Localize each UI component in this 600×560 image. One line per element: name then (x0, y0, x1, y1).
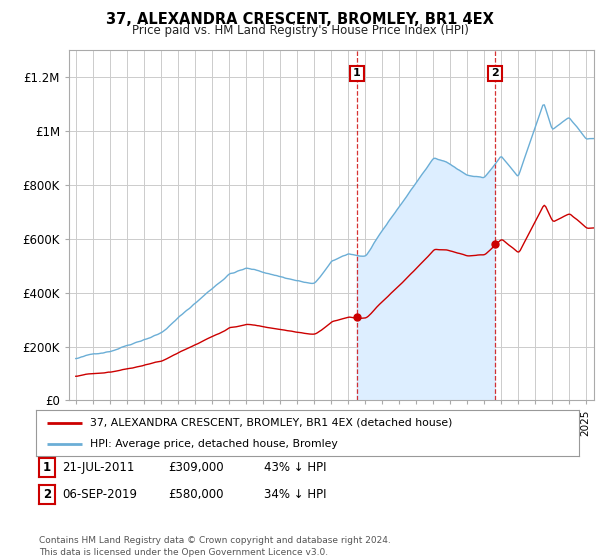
Text: 2: 2 (491, 68, 499, 78)
Text: £309,000: £309,000 (168, 461, 224, 474)
Text: 37, ALEXANDRA CRESCENT, BROMLEY, BR1 4EX (detached house): 37, ALEXANDRA CRESCENT, BROMLEY, BR1 4EX… (91, 418, 452, 428)
Text: 1: 1 (43, 461, 51, 474)
Text: 34% ↓ HPI: 34% ↓ HPI (264, 488, 326, 501)
Text: 43% ↓ HPI: 43% ↓ HPI (264, 461, 326, 474)
Text: 2: 2 (43, 488, 51, 501)
Text: 06-SEP-2019: 06-SEP-2019 (62, 488, 137, 501)
Text: 37, ALEXANDRA CRESCENT, BROMLEY, BR1 4EX: 37, ALEXANDRA CRESCENT, BROMLEY, BR1 4EX (106, 12, 494, 27)
Text: £580,000: £580,000 (168, 488, 224, 501)
Text: HPI: Average price, detached house, Bromley: HPI: Average price, detached house, Brom… (91, 439, 338, 449)
Text: Contains HM Land Registry data © Crown copyright and database right 2024.
This d: Contains HM Land Registry data © Crown c… (39, 536, 391, 557)
Text: 1: 1 (353, 68, 361, 78)
Text: 21-JUL-2011: 21-JUL-2011 (62, 461, 134, 474)
Text: Price paid vs. HM Land Registry's House Price Index (HPI): Price paid vs. HM Land Registry's House … (131, 24, 469, 36)
